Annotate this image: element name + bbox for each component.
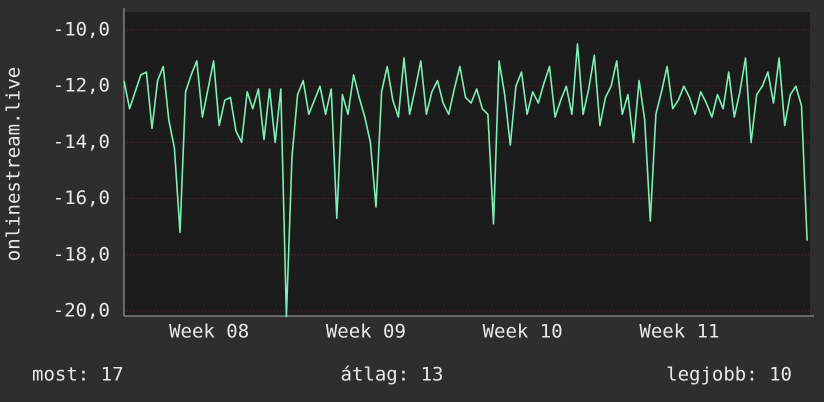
x-tick-label: Week 10 bbox=[483, 321, 563, 343]
x-tick-label: Week 08 bbox=[169, 321, 249, 343]
y-axis-label: onlinestream.live bbox=[3, 67, 25, 261]
data-line bbox=[123, 43, 808, 318]
x-tick-label: Week 11 bbox=[639, 321, 719, 343]
y-tick-label: -20,0 bbox=[53, 299, 110, 321]
y-tick-label: -16,0 bbox=[53, 187, 110, 209]
y-tick-label: -18,0 bbox=[53, 243, 110, 265]
footer-best: legjobb: 10 bbox=[666, 364, 792, 386]
y-tick-label: -14,0 bbox=[53, 131, 110, 153]
footer-average: átlag: 13 bbox=[341, 364, 444, 386]
y-tick-label: -12,0 bbox=[53, 75, 110, 97]
x-tick-label: Week 09 bbox=[326, 321, 406, 343]
y-tick-label: -10,0 bbox=[53, 18, 110, 40]
plot-area bbox=[124, 12, 810, 316]
footer-current: most: 17 bbox=[32, 364, 124, 386]
